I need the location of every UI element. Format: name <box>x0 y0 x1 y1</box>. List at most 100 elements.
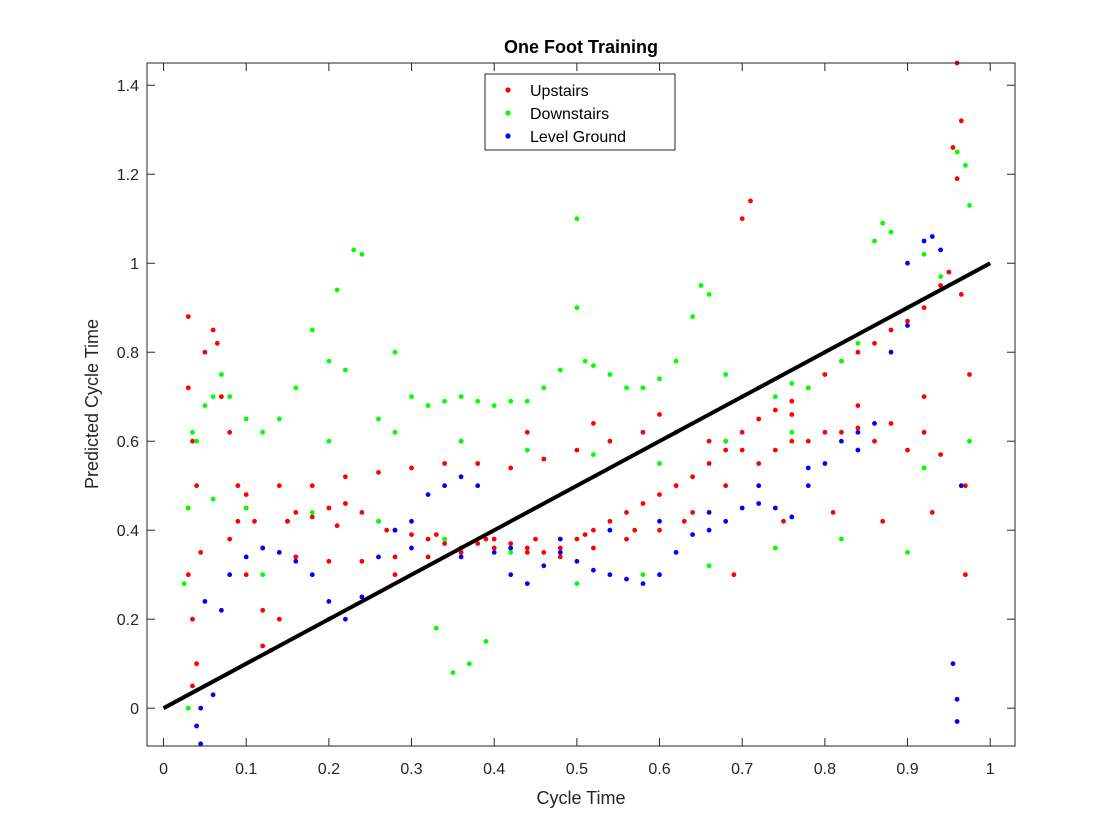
point-downstairs <box>442 398 447 404</box>
point-downstairs <box>185 705 191 711</box>
point-level-ground <box>624 576 629 582</box>
point-downstairs <box>491 403 497 408</box>
point-upstairs <box>293 510 299 515</box>
x-tick-label: 1 <box>986 761 995 778</box>
point-level-ground <box>219 607 224 613</box>
point-downstairs <box>967 438 972 444</box>
point-level-ground <box>706 527 712 533</box>
x-axis-label: Cycle Time <box>536 788 625 808</box>
point-downstairs <box>309 327 315 333</box>
point-level-ground <box>293 558 299 564</box>
point-downstairs <box>789 381 795 386</box>
point-upstairs <box>855 425 861 431</box>
legend-marker-downstairs <box>505 110 511 116</box>
point-downstairs <box>243 416 249 422</box>
point-upstairs <box>789 438 795 444</box>
point-upstairs <box>958 292 964 297</box>
point-upstairs <box>640 429 646 435</box>
point-downstairs <box>967 203 972 208</box>
point-level-ground <box>756 501 762 506</box>
point-upstairs <box>855 403 861 408</box>
point-downstairs <box>905 550 910 555</box>
point-level-ground <box>805 465 811 471</box>
point-level-ground <box>260 545 266 551</box>
point-level-ground <box>198 705 204 711</box>
point-downstairs <box>921 465 927 471</box>
point-downstairs <box>508 398 514 404</box>
point-upstairs <box>756 416 762 422</box>
point-downstairs <box>954 149 960 155</box>
point-downstairs <box>425 403 431 408</box>
point-upstairs <box>202 349 208 355</box>
point-downstairs <box>219 372 224 377</box>
point-upstairs <box>260 607 266 613</box>
point-upstairs <box>591 421 596 426</box>
point-upstairs <box>190 616 195 622</box>
point-level-ground <box>929 234 935 239</box>
point-upstairs <box>260 643 266 649</box>
point-level-ground <box>508 572 514 578</box>
point-upstairs <box>475 541 481 546</box>
point-downstairs <box>772 545 778 551</box>
point-level-ground <box>541 563 547 569</box>
point-downstairs <box>541 385 547 391</box>
point-upstairs <box>888 327 894 333</box>
point-upstairs <box>950 145 956 150</box>
point-downstairs <box>409 394 414 400</box>
point-level-ground <box>921 238 927 244</box>
point-upstairs <box>276 483 282 489</box>
point-upstairs <box>921 305 927 311</box>
point-upstairs <box>830 510 836 515</box>
point-upstairs <box>690 510 695 515</box>
point-downstairs <box>359 251 365 257</box>
point-upstairs <box>967 372 972 377</box>
point-upstairs <box>235 483 241 489</box>
point-upstairs <box>210 327 216 333</box>
point-downstairs <box>343 367 348 373</box>
chart-title: One Foot Training <box>504 37 658 57</box>
y-tick-label: 0.2 <box>117 612 139 629</box>
point-level-ground <box>905 323 910 328</box>
point-upstairs <box>194 483 200 489</box>
legend-marker-level-ground <box>505 133 511 139</box>
point-upstairs <box>723 483 729 489</box>
point-upstairs <box>227 536 233 542</box>
y-tick-label: 0.8 <box>117 345 139 362</box>
point-upstairs <box>905 447 910 453</box>
legend-label-downstairs: Downstairs <box>530 106 609 123</box>
point-upstairs <box>524 550 530 555</box>
point-level-ground <box>855 429 861 435</box>
point-upstairs <box>326 505 332 511</box>
point-upstairs <box>607 518 613 524</box>
x-tick-label: 0.6 <box>648 761 670 778</box>
y-axis-label: Predicted Cycle Time <box>82 319 102 489</box>
point-level-ground <box>210 692 216 698</box>
point-upstairs <box>706 461 712 466</box>
point-downstairs <box>872 238 877 244</box>
x-tick-label: 0.9 <box>896 761 918 778</box>
point-downstairs <box>260 572 266 578</box>
point-level-ground <box>557 550 563 555</box>
point-upstairs <box>921 429 927 435</box>
point-level-ground <box>855 447 861 453</box>
point-upstairs <box>508 465 514 471</box>
point-downstairs <box>839 358 844 364</box>
plot-area <box>147 63 1015 746</box>
point-upstairs <box>772 407 778 413</box>
point-level-ground <box>822 461 828 466</box>
point-downstairs <box>227 394 233 400</box>
point-upstairs <box>243 492 249 497</box>
point-upstairs <box>190 683 195 689</box>
point-upstairs <box>508 541 514 546</box>
point-upstairs <box>309 483 315 489</box>
point-downstairs <box>334 287 340 293</box>
point-downstairs <box>839 536 844 542</box>
point-downstairs <box>458 394 464 400</box>
point-level-ground <box>657 518 662 524</box>
point-downstairs <box>276 416 282 422</box>
point-upstairs <box>185 314 191 319</box>
point-upstairs <box>938 283 943 288</box>
point-downstairs <box>243 505 249 511</box>
point-downstairs <box>185 505 191 511</box>
point-upstairs <box>739 216 745 222</box>
